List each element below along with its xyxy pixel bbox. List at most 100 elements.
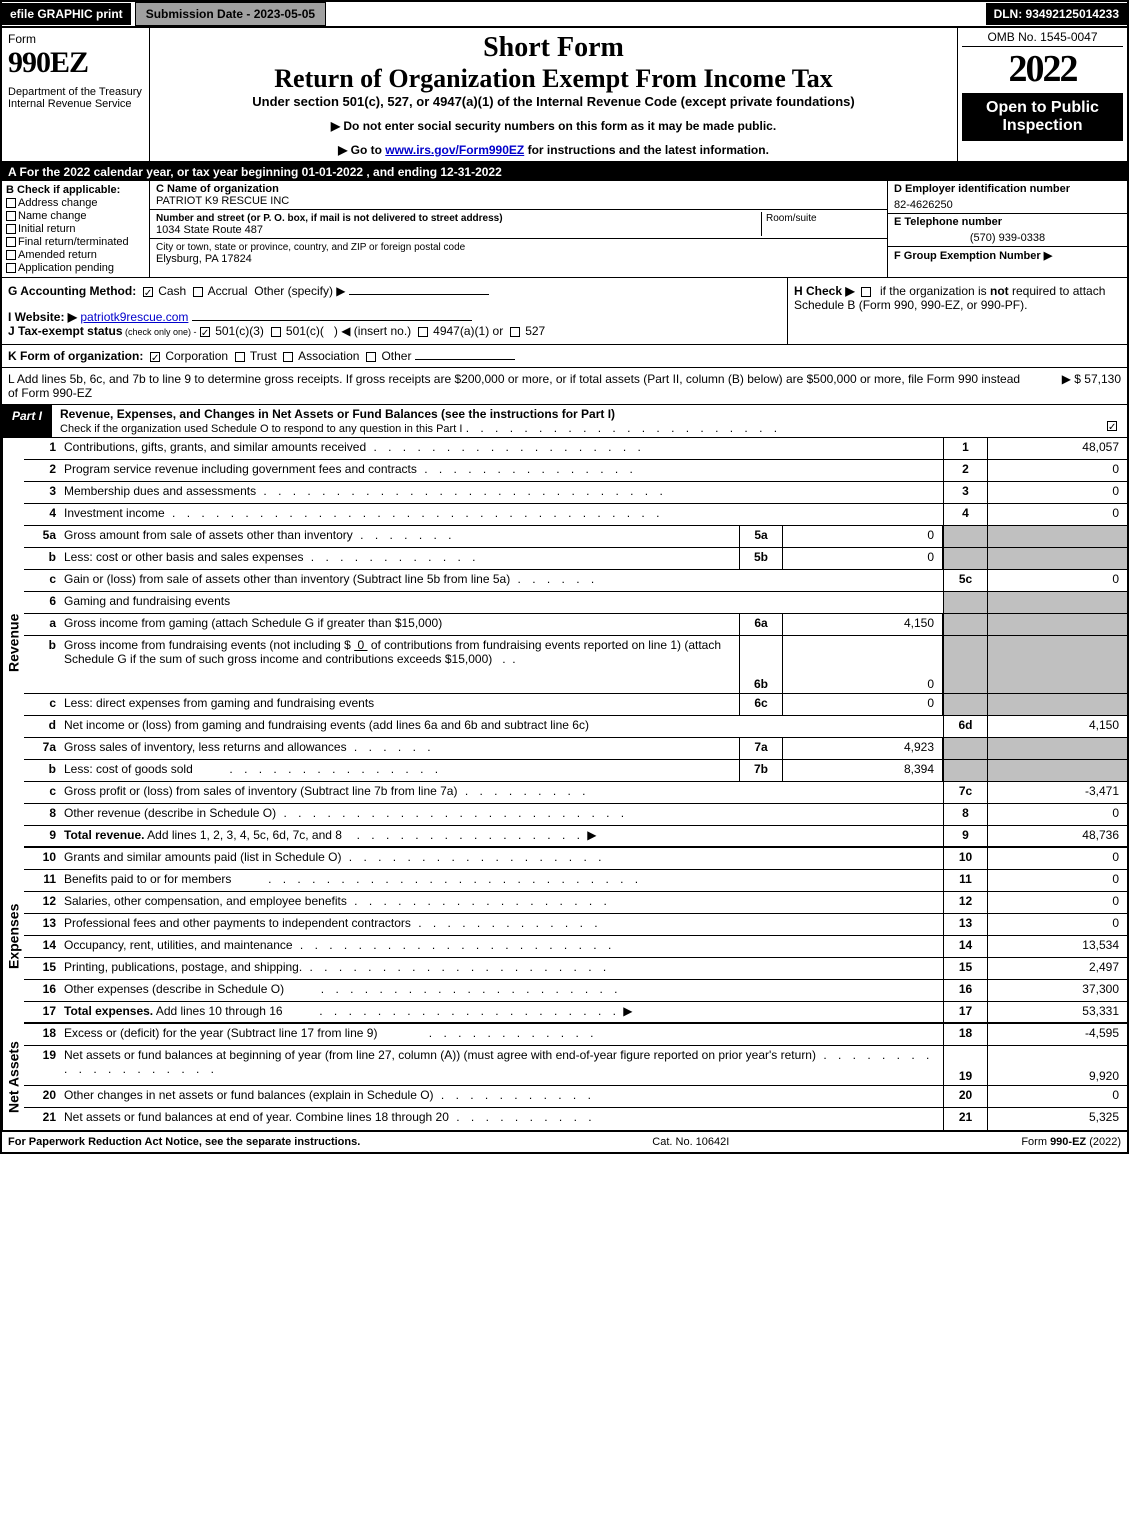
cb-501c3[interactable]: [200, 327, 210, 337]
part1-subtitle: Check if the organization used Schedule …: [60, 423, 462, 435]
l-val: ▶ $ 57,130: [1021, 372, 1121, 400]
footer-right: Form 990-EZ (2022): [1021, 1136, 1121, 1148]
e-label: E Telephone number: [888, 213, 1127, 230]
street-address: 1034 State Route 487: [156, 224, 263, 236]
gh-row: G Accounting Method: Cash Accrual Other …: [2, 278, 1127, 345]
note2-pre: ▶ Go to: [338, 143, 385, 157]
cb-amended[interactable]: Amended return: [6, 249, 145, 261]
note2-post: for instructions and the latest informat…: [524, 143, 769, 157]
k-label: K Form of organization:: [8, 349, 143, 363]
cb-initial[interactable]: Initial return: [6, 223, 145, 235]
cb-4947[interactable]: [418, 327, 428, 337]
val-6d: 4,150: [987, 716, 1127, 737]
col-b: B Check if applicable: Address change Na…: [2, 181, 150, 277]
b-header: B Check if applicable:: [6, 184, 145, 196]
val-20: 0: [987, 1086, 1127, 1107]
revenue-section: Revenue 1Contributions, gifts, grants, a…: [2, 438, 1127, 848]
cb-scho[interactable]: [1107, 421, 1117, 431]
footer: For Paperwork Reduction Act Notice, see …: [2, 1130, 1127, 1152]
f-label: F Group Exemption Number ▶: [888, 246, 1127, 264]
department-label: Department of the Treasury Internal Reve…: [8, 86, 143, 110]
val-16: 37,300: [987, 980, 1127, 1001]
expenses-side-label: Expenses: [2, 848, 24, 1024]
netassets-section: Net Assets 18Excess or (deficit) for the…: [2, 1024, 1127, 1130]
short-form-title: Short Form: [158, 32, 949, 64]
val-9: 48,736: [987, 826, 1127, 846]
k-section: K Form of organization: Corporation Trus…: [2, 345, 1127, 368]
dln-label: DLN: 93492125014233: [986, 3, 1127, 25]
g-label: G Accounting Method:: [8, 284, 136, 298]
val-2: 0: [987, 460, 1127, 481]
header-right: OMB No. 1545-0047 2022 Open to Public In…: [957, 28, 1127, 161]
i-label: I Website: ▶: [8, 310, 77, 324]
header-left: Form 990EZ Department of the Treasury In…: [2, 28, 150, 161]
cb-pending[interactable]: Application pending: [6, 262, 145, 274]
cb-corp[interactable]: [150, 352, 160, 362]
part1-title: Revenue, Expenses, and Changes in Net As…: [60, 407, 615, 421]
val-8: 0: [987, 804, 1127, 825]
l-section: L Add lines 5b, 6c, and 7b to line 9 to …: [2, 368, 1127, 405]
cb-h[interactable]: [861, 287, 871, 297]
city-label: City or town, state or province, country…: [156, 242, 465, 253]
tax-year: 2022: [962, 47, 1123, 91]
cb-527[interactable]: [510, 327, 520, 337]
footer-left: For Paperwork Reduction Act Notice, see …: [8, 1136, 360, 1148]
g-section: G Accounting Method: Cash Accrual Other …: [2, 278, 787, 344]
val-1: 48,057: [987, 438, 1127, 459]
cb-other[interactable]: [366, 352, 376, 362]
val-14: 13,534: [987, 936, 1127, 957]
main-title: Return of Organization Exempt From Incom…: [158, 64, 949, 94]
cb-address[interactable]: Address change: [6, 197, 145, 209]
d-label: D Employer identification number: [888, 181, 1127, 197]
city-value: Elysburg, PA 17824: [156, 253, 252, 265]
val-7c: -3,471: [987, 782, 1127, 803]
val-6b: 0: [783, 636, 943, 693]
submission-date: Submission Date - 2023-05-05: [135, 2, 326, 26]
header: Form 990EZ Department of the Treasury In…: [2, 28, 1127, 163]
c-name-label: C Name of organization: [156, 183, 279, 195]
note-link: ▶ Go to www.irs.gov/Form990EZ for instru…: [158, 143, 949, 157]
val-13: 0: [987, 914, 1127, 935]
val-10: 0: [987, 848, 1127, 869]
val-5c: 0: [987, 570, 1127, 591]
val-6c: 0: [783, 694, 943, 715]
expenses-section: Expenses 10Grants and similar amounts pa…: [2, 848, 1127, 1024]
cb-accrual[interactable]: [193, 287, 203, 297]
h-section: H Check ▶ if the organization is not req…: [787, 278, 1127, 344]
cb-name[interactable]: Name change: [6, 210, 145, 222]
val-5b: 0: [783, 548, 943, 569]
addr-label: Number and street (or P. O. box, if mail…: [156, 213, 503, 224]
cb-final[interactable]: Final return/terminated: [6, 236, 145, 248]
efile-print-label[interactable]: efile GRAPHIC print: [2, 3, 131, 25]
j-label: J Tax-exempt status: [8, 324, 123, 338]
val-19: 9,920: [987, 1046, 1127, 1085]
val-6a: 4,150: [783, 614, 943, 635]
cb-trust[interactable]: [235, 352, 245, 362]
val-11: 0: [987, 870, 1127, 891]
cb-cash[interactable]: [143, 287, 153, 297]
omb-number: OMB No. 1545-0047: [962, 30, 1123, 47]
header-center: Short Form Return of Organization Exempt…: [150, 28, 957, 161]
val-21: 5,325: [987, 1108, 1127, 1130]
val-3: 0: [987, 482, 1127, 503]
form-number: 990EZ: [8, 46, 143, 80]
cb-501c[interactable]: [271, 327, 281, 337]
form-label: Form: [8, 32, 143, 46]
val-5a: 0: [783, 526, 943, 547]
val-12: 0: [987, 892, 1127, 913]
org-name: PATRIOT K9 RESCUE INC: [156, 195, 289, 207]
ein: 82-4626250: [888, 197, 1127, 213]
val-15: 2,497: [987, 958, 1127, 979]
h-label: H Check ▶: [794, 284, 855, 298]
phone: (570) 939-0338: [888, 230, 1127, 246]
website-link[interactable]: patriotk9rescue.com: [80, 310, 188, 324]
subtitle: Under section 501(c), 527, or 4947(a)(1)…: [158, 94, 949, 109]
part1-label: Part I: [2, 405, 52, 437]
footer-mid: Cat. No. 10642I: [652, 1136, 729, 1148]
cb-assoc[interactable]: [283, 352, 293, 362]
col-c: C Name of organization PATRIOT K9 RESCUE…: [150, 181, 887, 277]
form-container: efile GRAPHIC print Submission Date - 20…: [0, 0, 1129, 1154]
irs-link[interactable]: www.irs.gov/Form990EZ: [385, 143, 524, 157]
part1-header: Part I Revenue, Expenses, and Changes in…: [2, 405, 1127, 438]
l-text: L Add lines 5b, 6c, and 7b to line 9 to …: [8, 372, 1021, 400]
